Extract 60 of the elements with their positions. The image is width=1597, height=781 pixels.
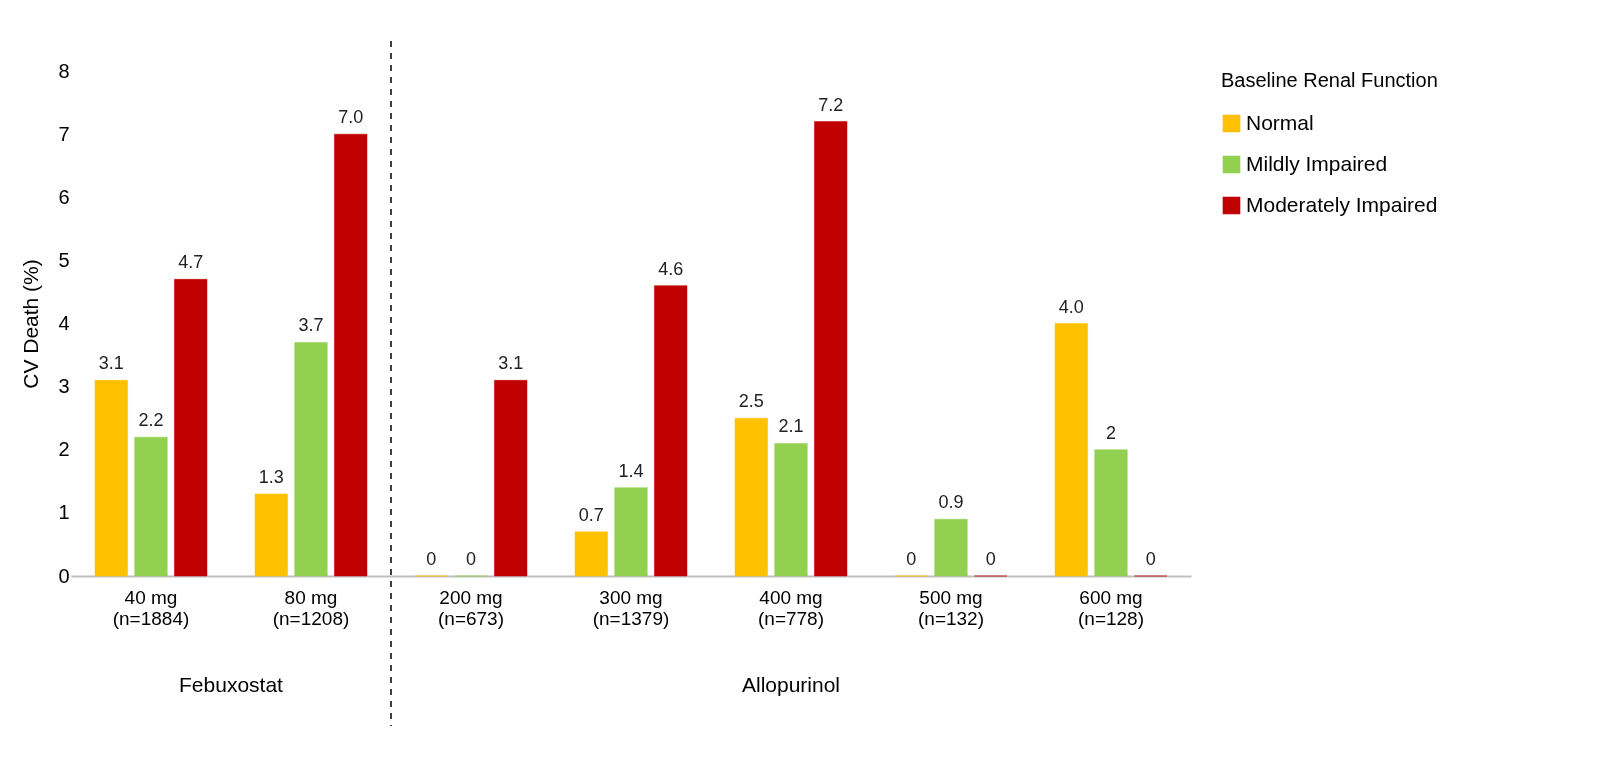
x-tick-label: 80 mg (n=1208) — [272, 586, 350, 629]
data-label: 4.0 — [1058, 296, 1084, 317]
bar — [934, 518, 968, 577]
data-label: 2.2 — [138, 410, 164, 431]
data-label: 0 — [906, 549, 917, 569]
bar — [734, 417, 768, 577]
data-label: 2 — [1105, 422, 1117, 443]
y-tick-label: 2 — [58, 438, 70, 461]
legend-label: Normal — [1246, 110, 1314, 134]
x-tick-label: 500 mg (n=132) — [917, 586, 985, 629]
text: Febuxostat — [179, 673, 284, 696]
data-label: 4.6 — [658, 258, 684, 279]
data-label: 1.4 — [618, 460, 644, 481]
data-label: 7.2 — [818, 94, 844, 115]
x-tick-label: 200 mg (n=673) — [437, 586, 505, 629]
text: Allopurinol — [741, 673, 841, 696]
data-label: 0 — [1145, 549, 1156, 569]
data-label: 2.1 — [778, 416, 804, 437]
y-axis-title: CV Death (%) — [19, 259, 43, 389]
bar — [814, 121, 848, 577]
bar — [1094, 449, 1128, 577]
legend-label: Mildly Impaired — [1246, 151, 1388, 175]
data-label: 4.7 — [178, 252, 204, 273]
bar — [614, 487, 648, 577]
legend-label: Moderately Impaired — [1246, 192, 1438, 216]
bar — [774, 443, 808, 577]
data-label: 0 — [426, 549, 437, 569]
data-label: 1.3 — [258, 466, 284, 487]
bar — [94, 380, 128, 577]
bar — [1054, 323, 1088, 577]
y-tick-label: 0 — [58, 564, 70, 587]
data-label: 3.7 — [298, 315, 324, 336]
bar — [334, 133, 368, 577]
x-tick-label: 300 mg (n=1379) — [592, 586, 670, 629]
y-tick-label: 3 — [58, 375, 70, 398]
data-label: 3.1 — [498, 353, 524, 374]
x-tick-label: 40 mg (n=1884) — [112, 586, 190, 629]
y-tick-label: 5 — [58, 248, 70, 271]
bar — [254, 493, 288, 577]
data-label: 0 — [985, 549, 996, 569]
bar — [294, 342, 328, 577]
bar — [174, 279, 208, 577]
legend-title: Baseline Renal Function — [1221, 69, 1438, 91]
x-tick-label: 400 mg (n=778) — [757, 586, 825, 629]
y-tick-label: 6 — [58, 185, 70, 208]
data-label: 3.1 — [98, 353, 124, 374]
data-label: 0.7 — [578, 504, 604, 525]
y-tick-label: 1 — [58, 501, 70, 524]
bar — [134, 436, 168, 577]
y-tick-label: 8 — [58, 59, 70, 82]
bar — [574, 531, 608, 577]
bar — [654, 285, 688, 577]
y-tick-label: 4 — [58, 312, 70, 334]
data-label: 2.5 — [738, 391, 764, 412]
data-label: 7.0 — [338, 107, 364, 128]
bar — [494, 380, 528, 577]
x-tick-label: 600 mg (n=128) — [1077, 586, 1145, 629]
data-label: 0 — [465, 549, 477, 569]
data-label: 0.9 — [938, 492, 964, 513]
y-tick-label: 7 — [58, 122, 70, 145]
